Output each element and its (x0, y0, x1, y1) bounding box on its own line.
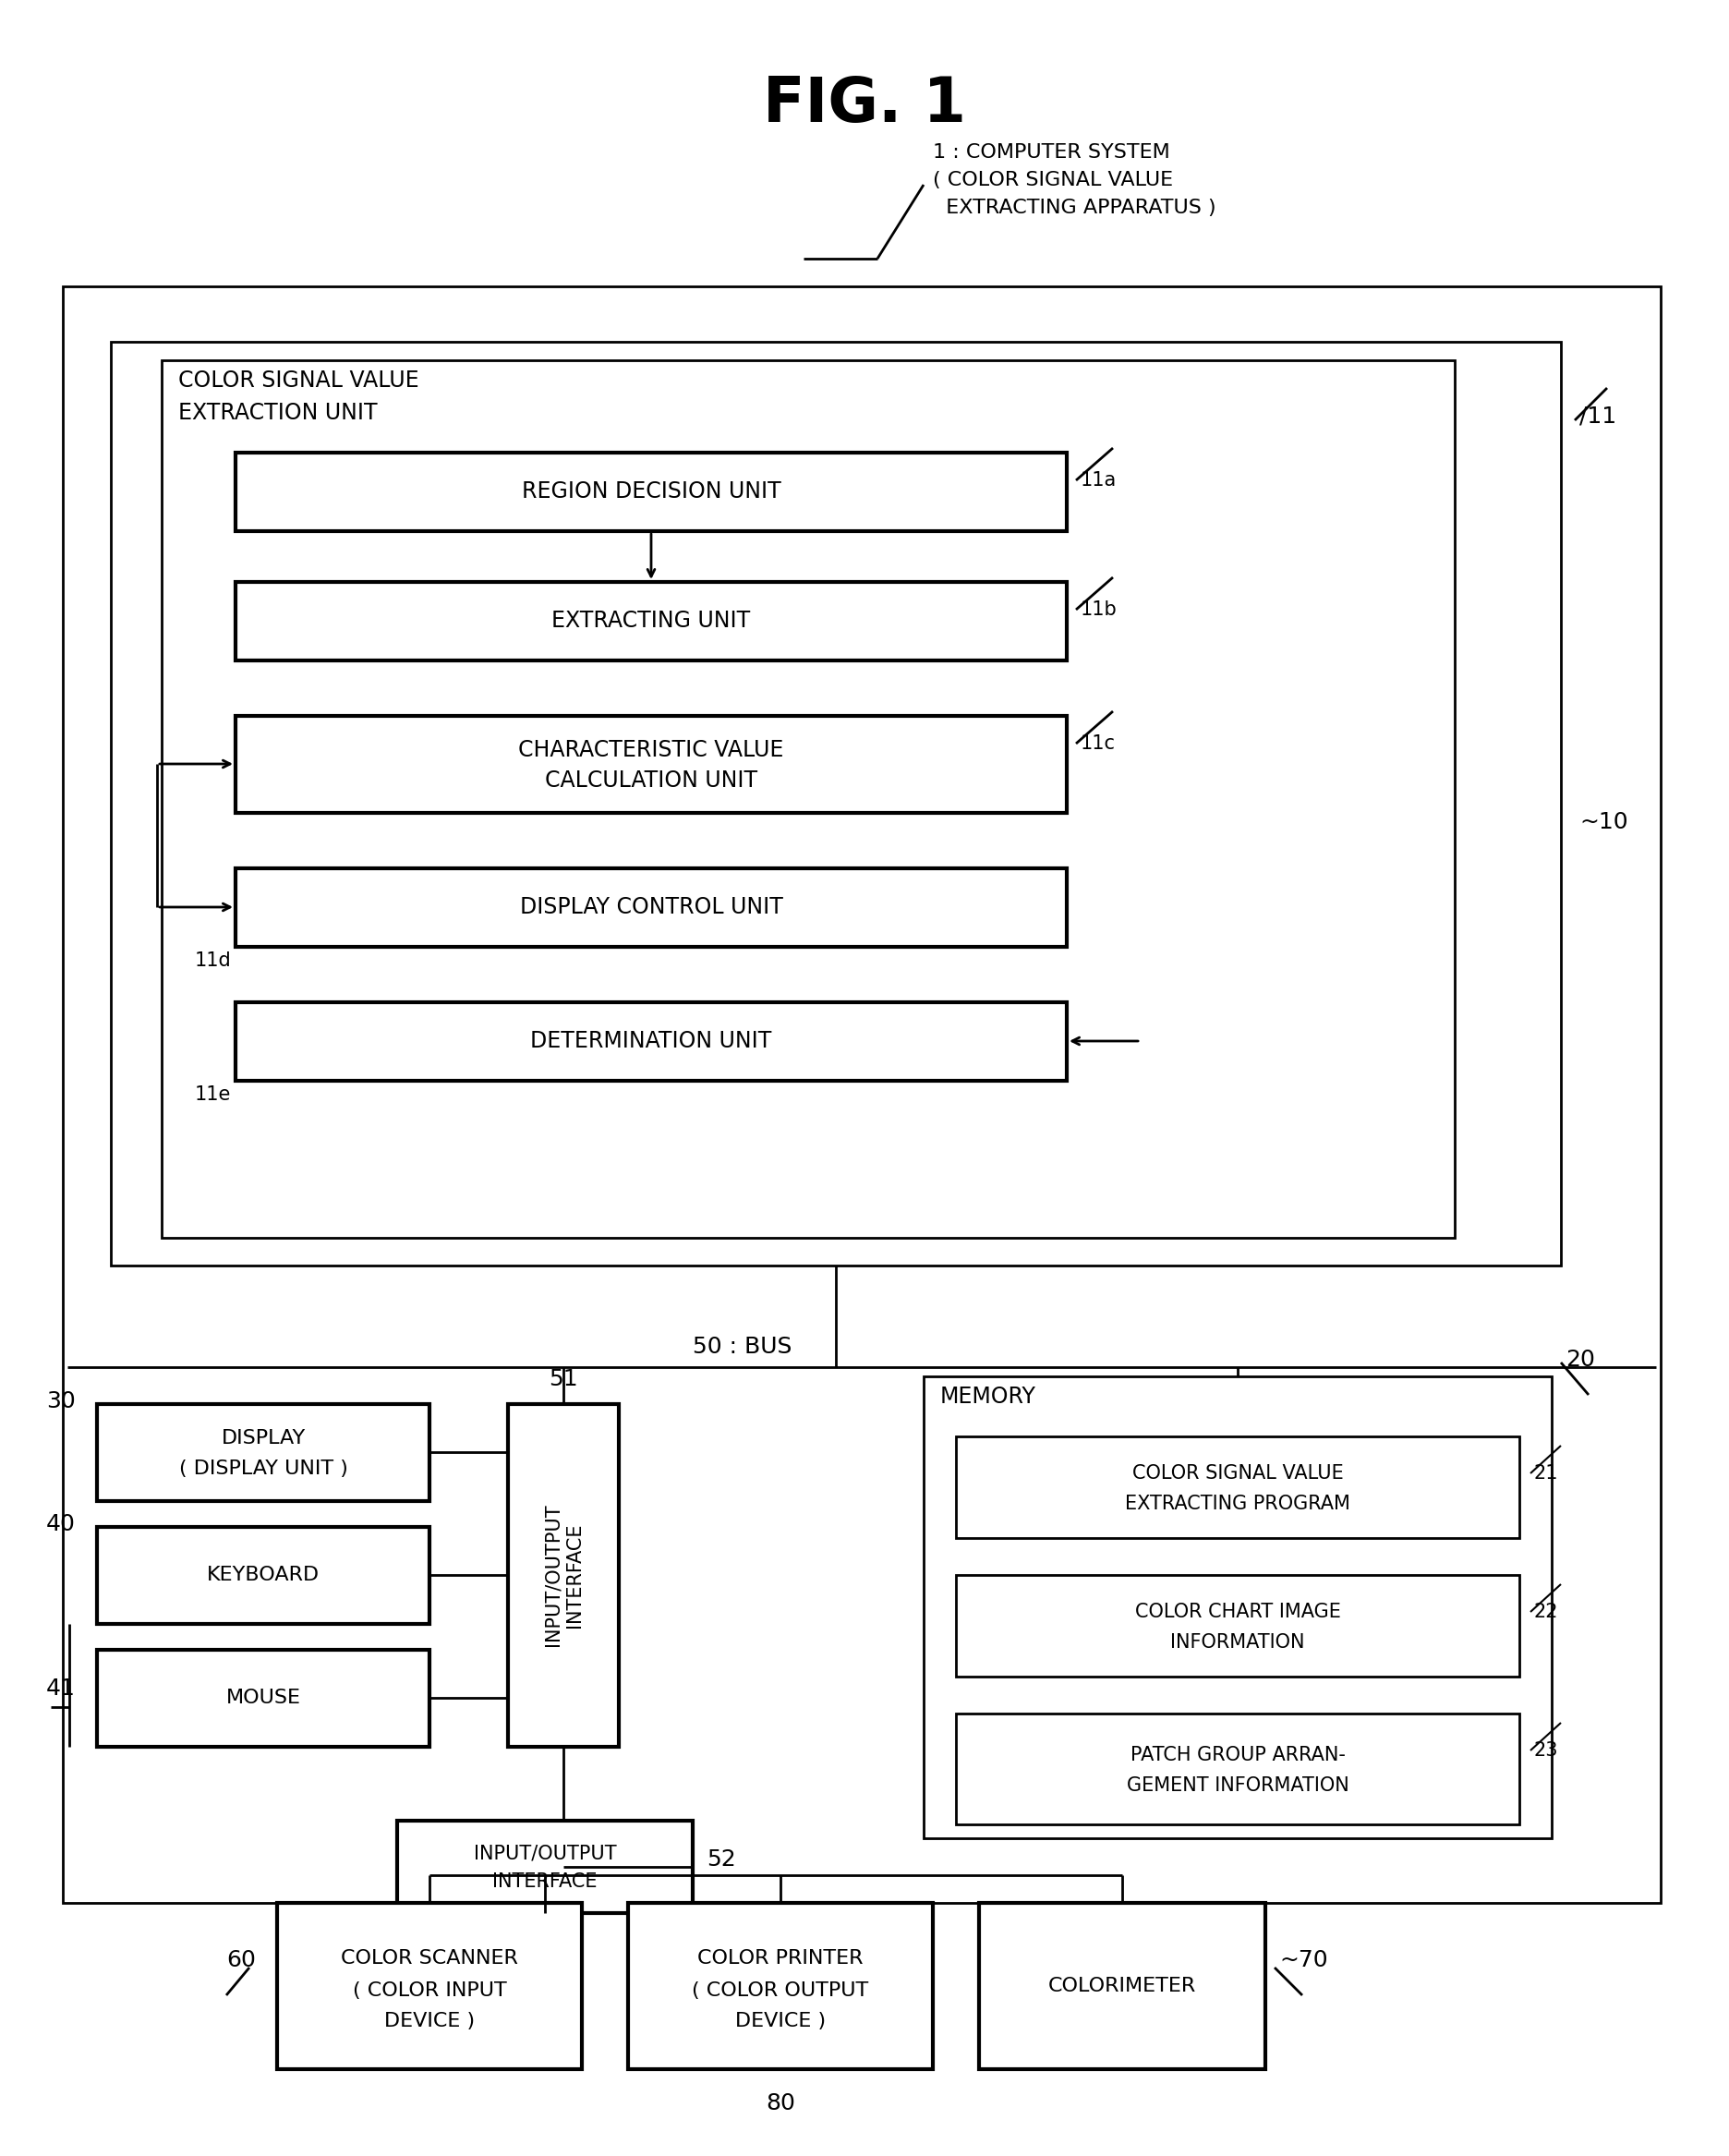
Text: INTERFACE: INTERFACE (493, 1871, 597, 1891)
Text: MEMORY: MEMORY (941, 1386, 1036, 1408)
Text: 60: 60 (226, 1949, 256, 1971)
Text: INPUT/OUTPUT: INPUT/OUTPUT (474, 1846, 616, 1863)
Text: ( COLOR OUTPUT: ( COLOR OUTPUT (692, 1981, 868, 2001)
Text: 40: 40 (47, 1514, 76, 1535)
Text: COLORIMETER: COLORIMETER (1048, 1977, 1196, 1994)
Text: INPUT/OUTPUT
INTERFACE: INPUT/OUTPUT INTERFACE (543, 1503, 583, 1647)
Bar (956, 1576, 1520, 1677)
Text: DISPLAY CONTROL UNIT: DISPLAY CONTROL UNIT (520, 897, 783, 918)
Bar (956, 1714, 1520, 1824)
Text: DEVICE ): DEVICE ) (735, 2012, 826, 2031)
Bar (235, 869, 1067, 946)
Text: 51: 51 (548, 1369, 577, 1391)
Text: 41: 41 (47, 1677, 76, 1699)
Text: REGION DECISION UNIT: REGION DECISION UNIT (522, 481, 782, 502)
Bar (235, 716, 1067, 813)
Text: EXTRACTION UNIT: EXTRACTION UNIT (178, 401, 377, 425)
Bar (235, 453, 1067, 530)
Text: EXTRACTING UNIT: EXTRACTING UNIT (552, 610, 750, 632)
Text: ~70: ~70 (1279, 1949, 1328, 1971)
Text: DETERMINATION UNIT: DETERMINATION UNIT (531, 1031, 771, 1052)
Text: 1 : COMPUTER SYSTEM: 1 : COMPUTER SYSTEM (934, 142, 1171, 162)
Text: ( DISPLAY UNIT ): ( DISPLAY UNIT ) (178, 1460, 348, 1479)
Text: 22: 22 (1534, 1602, 1558, 1621)
Text: 11d: 11d (194, 951, 232, 970)
Text: 30: 30 (47, 1391, 76, 1412)
Text: ~10: ~10 (1579, 811, 1629, 832)
Bar (628, 1904, 934, 2070)
Text: COLOR SIGNAL VALUE: COLOR SIGNAL VALUE (178, 369, 418, 392)
Text: EXTRACTING APPARATUS ): EXTRACTING APPARATUS ) (934, 198, 1215, 218)
Bar (398, 1820, 693, 1912)
Bar (508, 1404, 619, 1746)
Text: PATCH GROUP ARRAN-: PATCH GROUP ARRAN- (1131, 1746, 1345, 1764)
Bar (956, 1436, 1520, 1537)
Text: /11: /11 (1579, 405, 1617, 427)
Text: COLOR SCANNER: COLOR SCANNER (341, 1949, 519, 1968)
Bar (97, 1649, 429, 1746)
Bar (97, 1526, 429, 1623)
Text: CHARACTERISTIC VALUE: CHARACTERISTIC VALUE (519, 740, 783, 761)
Text: 11b: 11b (1081, 599, 1117, 619)
Text: GEMENT INFORMATION: GEMENT INFORMATION (1127, 1777, 1349, 1794)
Text: CALCULATION UNIT: CALCULATION UNIT (545, 770, 757, 791)
Text: 21: 21 (1534, 1464, 1558, 1483)
Bar (62, 287, 1660, 1904)
Text: FIG. 1: FIG. 1 (762, 73, 967, 136)
Bar (979, 1904, 1266, 2070)
Bar (97, 1404, 429, 1501)
Bar (161, 360, 1454, 1238)
Text: MOUSE: MOUSE (226, 1688, 301, 1708)
Bar (235, 1003, 1067, 1080)
Text: 23: 23 (1534, 1742, 1558, 1759)
Text: EXTRACTING PROGRAM: EXTRACTING PROGRAM (1126, 1494, 1350, 1514)
Text: 80: 80 (766, 2091, 795, 2115)
Bar (235, 582, 1067, 660)
Text: 50 : BUS: 50 : BUS (693, 1337, 792, 1358)
Text: DEVICE ): DEVICE ) (384, 2012, 475, 2031)
Text: 11c: 11c (1081, 735, 1115, 752)
Text: 11a: 11a (1081, 472, 1117, 489)
Text: ( COLOR INPUT: ( COLOR INPUT (353, 1981, 507, 2001)
Text: 20: 20 (1565, 1350, 1594, 1371)
Text: COLOR CHART IMAGE: COLOR CHART IMAGE (1134, 1602, 1340, 1621)
Bar (923, 1376, 1551, 1839)
Text: COLOR PRINTER: COLOR PRINTER (697, 1949, 863, 1968)
Text: COLOR SIGNAL VALUE: COLOR SIGNAL VALUE (1132, 1464, 1343, 1483)
Text: KEYBOARD: KEYBOARD (207, 1565, 320, 1585)
Text: INFORMATION: INFORMATION (1171, 1632, 1305, 1651)
Text: ( COLOR SIGNAL VALUE: ( COLOR SIGNAL VALUE (934, 170, 1172, 190)
Text: 11e: 11e (195, 1084, 232, 1104)
Text: 52: 52 (707, 1848, 737, 1871)
Bar (277, 1904, 583, 2070)
Bar (111, 343, 1561, 1266)
Text: DISPLAY: DISPLAY (221, 1429, 306, 1447)
